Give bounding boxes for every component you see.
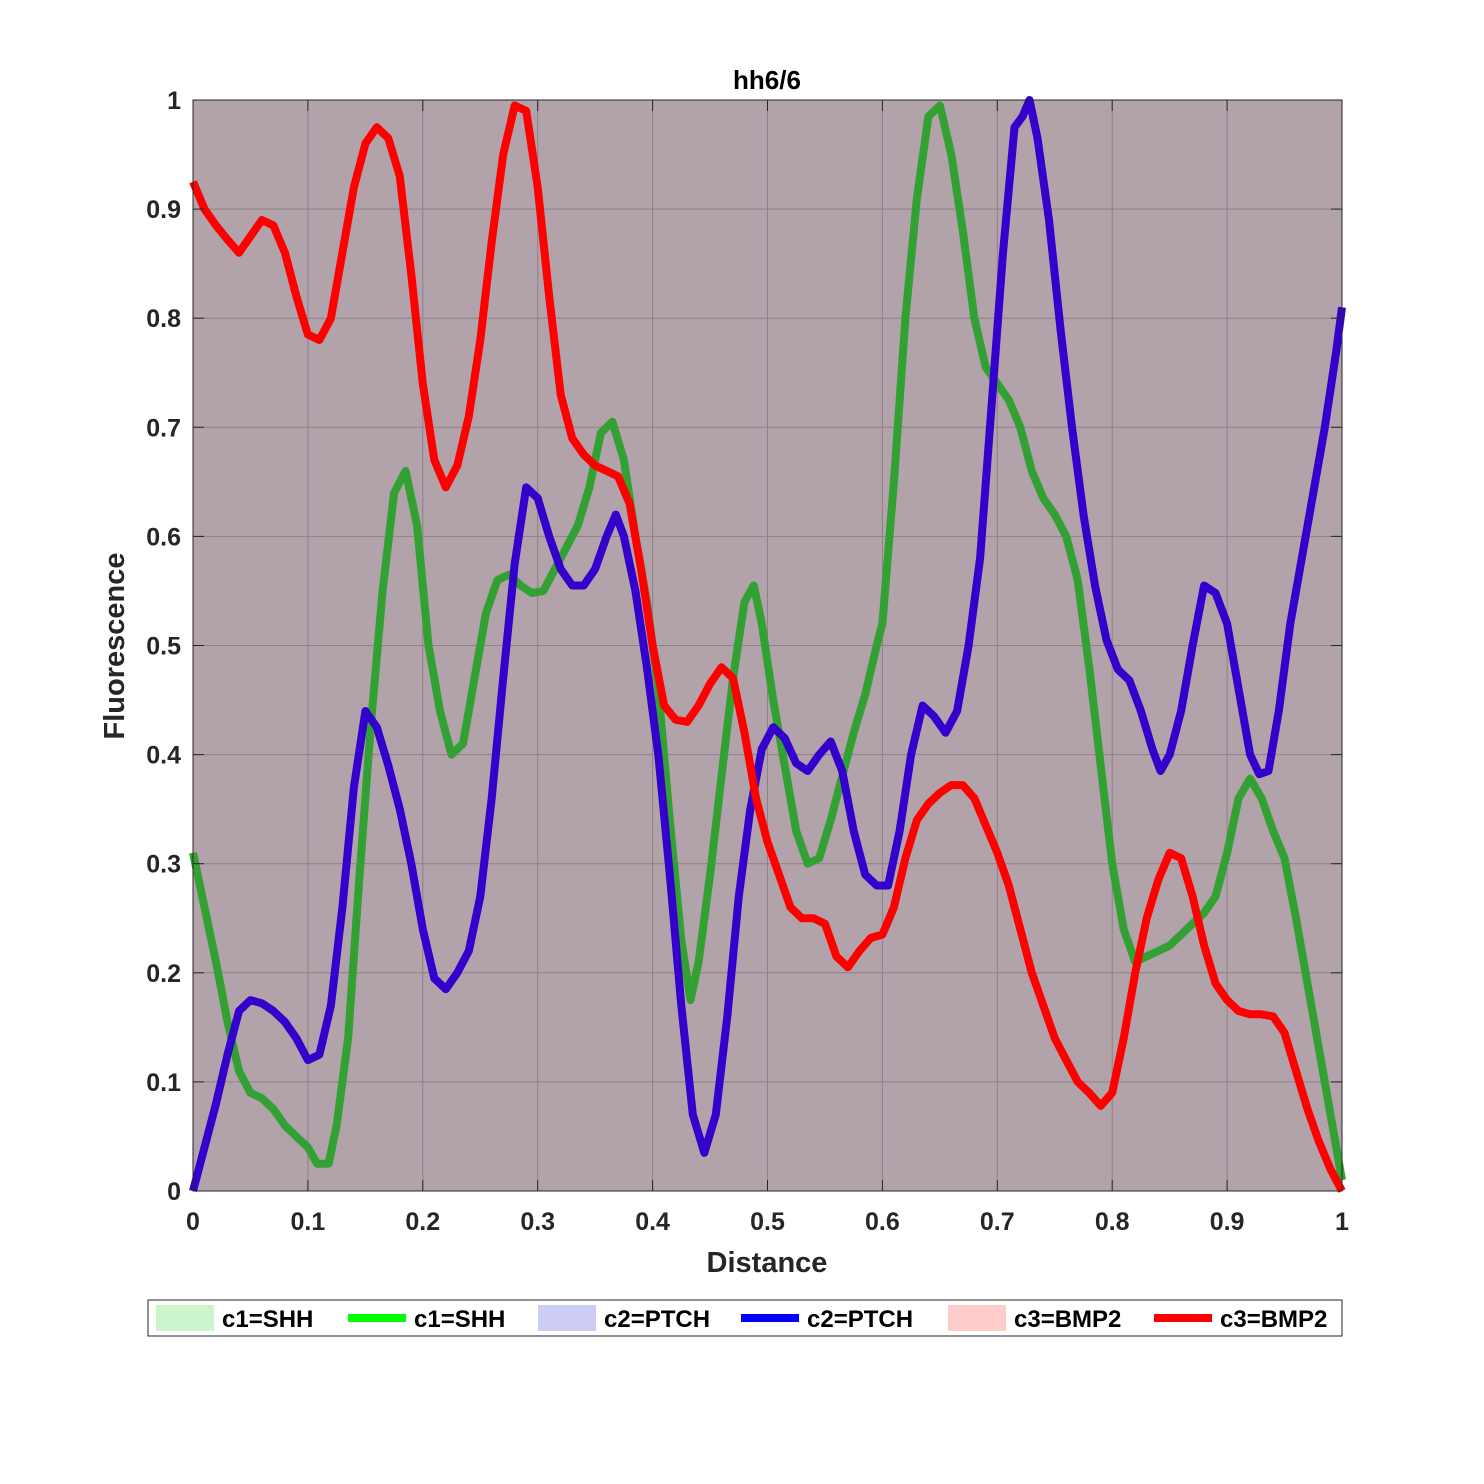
y-tick-label: 1	[167, 87, 181, 115]
x-tick-label: 0.1	[291, 1208, 326, 1236]
series-line-c1-shh	[189, 101, 1346, 1181]
legend-swatch-area	[156, 1305, 214, 1331]
y-tick-label: 0.1	[146, 1069, 181, 1097]
y-tick-label: 0.9	[146, 196, 181, 224]
x-tick-label: 0.5	[750, 1208, 785, 1236]
legend-label: c1=SHH	[414, 1306, 505, 1333]
y-tick-label: 0.7	[146, 414, 181, 442]
x-tick-label: 0.9	[1210, 1208, 1245, 1236]
x-tick-label: 0.7	[980, 1208, 1015, 1236]
y-tick-label: 0.8	[146, 305, 181, 333]
legend-swatch-area	[948, 1305, 1006, 1331]
x-axis: 0 0.1 0.2 0.3 0.4 0.5 0.6 0.7 0.8 0.9 1	[186, 100, 1349, 1236]
x-tick-label: 0.8	[1095, 1208, 1130, 1236]
y-axis: 0 0.1 0.2 0.3 0.4 0.5 0.6 0.7 0.8 0.9 1	[146, 87, 1342, 1206]
y-tick-label: 0.6	[146, 523, 181, 551]
x-tick-label: 0.2	[405, 1208, 440, 1236]
y-tick-label: 0.4	[146, 742, 181, 770]
x-axis-label: Distance	[707, 1247, 828, 1279]
x-tick-label: 0.3	[520, 1208, 555, 1236]
series-layer	[189, 96, 1346, 1193]
series-line-c2-ptch	[189, 96, 1346, 1193]
y-tick-label: 0.3	[146, 851, 181, 879]
legend-label: c1=SHH	[222, 1306, 313, 1333]
y-tick-label: 0.2	[146, 960, 181, 988]
series-line-c3-bmp2	[189, 101, 1346, 1193]
x-tick-label: 1	[1335, 1208, 1349, 1236]
legend-label: c2=PTCH	[807, 1306, 913, 1333]
plot-area	[189, 96, 1346, 1193]
y-axis-label: Fluorescence	[99, 553, 131, 740]
legend: c1=SHH c1=SHH c2=PTCH c2=PTCH c3=BMP2 c3=BMP2	[147, 1299, 1343, 1337]
y-tick-label: 0	[167, 1178, 181, 1206]
y-tick-label: 0.5	[146, 633, 181, 661]
x-tick-label: 0.4	[635, 1208, 670, 1236]
legend-swatch-area	[538, 1305, 596, 1331]
legend-label: c2=PTCH	[604, 1306, 710, 1333]
legend-label: c3=BMP2	[1220, 1306, 1327, 1333]
x-tick-label: 0.6	[865, 1208, 900, 1236]
legend-label: c3=BMP2	[1014, 1306, 1121, 1333]
chart-title: hh6/6	[733, 65, 801, 95]
x-tick-label: 0	[186, 1208, 200, 1236]
